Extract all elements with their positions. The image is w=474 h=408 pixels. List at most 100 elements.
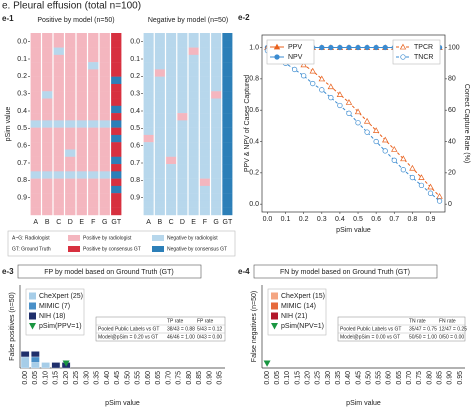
heatmap-cell bbox=[53, 76, 64, 85]
threshold-marker bbox=[263, 360, 271, 367]
heatmap-cell bbox=[154, 54, 165, 63]
heatmap-cell bbox=[30, 178, 41, 187]
heatmap-cell bbox=[65, 33, 76, 41]
y-tick-label: 0.0 bbox=[17, 39, 27, 46]
heatmap-title: Positive by model (n=50) bbox=[37, 17, 114, 24]
y2-axis-label: Correct Capture Rate (%) bbox=[463, 84, 470, 163]
heatmap-cell bbox=[99, 62, 110, 70]
x-tick-label: 0.15 bbox=[294, 371, 301, 385]
heatmap-cell bbox=[111, 200, 122, 208]
heatmap-cell bbox=[111, 171, 122, 179]
heatmap-cell bbox=[177, 142, 188, 150]
heatmap-cell bbox=[188, 113, 199, 121]
marker bbox=[418, 182, 425, 189]
heatmap-cell bbox=[65, 164, 76, 172]
heatmap-cell bbox=[222, 164, 233, 172]
marker bbox=[373, 138, 379, 145]
heatmap-cell bbox=[211, 76, 222, 85]
heatmap-cell bbox=[222, 33, 233, 41]
marker bbox=[409, 164, 416, 171]
heatmap-cell bbox=[30, 40, 41, 48]
marker bbox=[427, 190, 434, 196]
heatmap-cell bbox=[143, 113, 154, 121]
heatmap-cell bbox=[30, 69, 41, 77]
heatmap-cell bbox=[199, 105, 210, 114]
heatmap-cell bbox=[65, 98, 76, 106]
x-tick-label: 0.40 bbox=[104, 371, 111, 385]
heatmap-cell bbox=[53, 120, 64, 128]
heatmap-cell bbox=[65, 105, 76, 114]
table-cell: 12/47 = 0.25 bbox=[439, 326, 467, 332]
y-tick-label: 0.4 bbox=[130, 108, 140, 115]
heatmap-cell bbox=[76, 193, 87, 201]
heatmap-cell bbox=[199, 120, 210, 128]
heatmap-cell bbox=[154, 91, 165, 99]
panel-label: e-2 bbox=[238, 13, 250, 22]
heatmap-cell bbox=[188, 193, 199, 201]
heatmap-cell bbox=[154, 76, 165, 85]
heatmap-cell bbox=[111, 134, 122, 143]
heatmap-cell bbox=[177, 76, 188, 85]
heatmap-cell bbox=[166, 40, 177, 48]
heatmap-cell bbox=[188, 207, 199, 216]
heatmap-cell bbox=[111, 54, 122, 63]
panel-label: e-4 bbox=[238, 267, 250, 276]
heatmap-cell bbox=[143, 98, 154, 106]
heatmap-cell bbox=[88, 171, 99, 179]
x-tick-label: A bbox=[146, 219, 151, 226]
table-cell: 38/43 = 0.88 bbox=[167, 326, 195, 332]
y-tick-label: 0.9 bbox=[17, 195, 27, 202]
heatmap-cell bbox=[88, 69, 99, 77]
x-tick-label: 0.55 bbox=[376, 371, 383, 385]
heatmap-cell bbox=[42, 193, 53, 201]
legend-label: Negative by radiologist bbox=[167, 235, 218, 241]
heatmap-cell bbox=[99, 69, 110, 77]
heatmap-cell bbox=[143, 156, 154, 165]
heatmap-cell bbox=[199, 76, 210, 85]
x-tick-label: 0.20 bbox=[63, 371, 70, 385]
heatmap-cell bbox=[53, 127, 64, 136]
heatmap-cell bbox=[222, 91, 233, 99]
heatmap-cell bbox=[222, 127, 233, 136]
table-row-name: Model@pSim = 0.20 vs GT bbox=[98, 334, 158, 340]
x-tick-label: D bbox=[68, 219, 73, 226]
marker bbox=[354, 108, 362, 115]
marker bbox=[391, 157, 397, 163]
heatmap-cell bbox=[99, 207, 110, 216]
heatmap-cell bbox=[65, 193, 76, 201]
heatmap-cell bbox=[65, 200, 76, 208]
heatmap-cell bbox=[199, 98, 210, 106]
heatmap-cell bbox=[65, 171, 76, 179]
y-tick-label: 0.4 bbox=[249, 138, 259, 145]
y-tick-label: 0.5 bbox=[130, 125, 140, 132]
heatmap-cell bbox=[111, 76, 122, 85]
heatmap-cell bbox=[199, 33, 210, 41]
table-cell: 0/50 = 0.00 bbox=[439, 334, 464, 340]
heatmap-cell bbox=[211, 200, 222, 208]
heatmap-cell bbox=[177, 134, 188, 143]
x-tick-label: 0.90 bbox=[447, 371, 454, 385]
marker bbox=[373, 44, 379, 51]
heatmap-cell bbox=[99, 164, 110, 172]
heatmap-cell bbox=[199, 178, 210, 187]
y-tick-label: 0.1 bbox=[130, 56, 140, 63]
legend-marker bbox=[273, 43, 281, 50]
heatmap-cell bbox=[99, 40, 110, 48]
heatmap-cell bbox=[76, 113, 87, 121]
heatmap-cell bbox=[211, 178, 222, 187]
bar bbox=[31, 351, 40, 358]
heatmap-cell bbox=[88, 207, 99, 216]
heatmap-cell bbox=[211, 69, 222, 77]
heatmap-cell bbox=[222, 105, 233, 114]
x-tick-label: 0.4 bbox=[335, 216, 345, 223]
bar bbox=[20, 356, 30, 369]
heatmap-cell bbox=[222, 69, 233, 77]
heatmap-cell bbox=[154, 83, 165, 92]
heatmap-cell bbox=[177, 120, 188, 128]
marker bbox=[327, 83, 335, 90]
legend-swatch bbox=[68, 246, 80, 252]
marker bbox=[309, 67, 316, 74]
heatmap-cell bbox=[154, 62, 165, 70]
heatmap-cell bbox=[177, 83, 188, 92]
